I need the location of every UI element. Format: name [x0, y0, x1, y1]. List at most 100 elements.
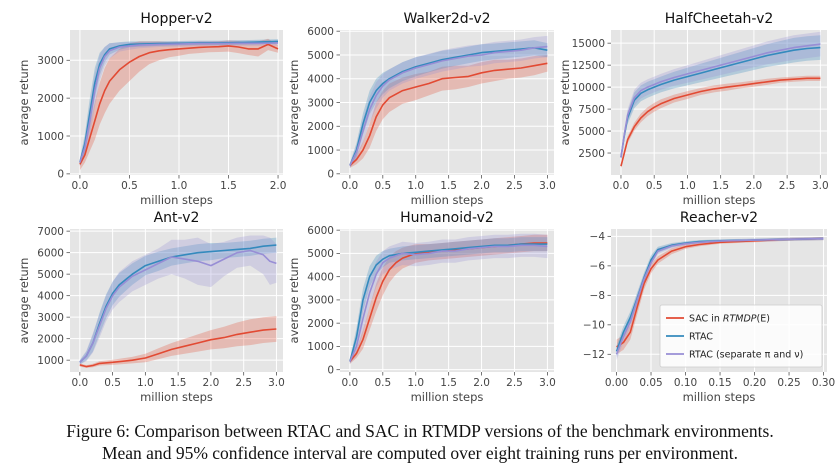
- chart-walker2d-v2-x-tick-label: 2.5: [506, 180, 523, 192]
- chart-ant-v2-y-tick-label: 3000: [37, 312, 64, 324]
- chart-reacher-v2-y-tick-label: −12: [583, 349, 605, 361]
- chart-ant-v2-y-tick-label: 4000: [37, 290, 64, 302]
- chart-halfcheetah-v2-plot-area: [611, 30, 827, 175]
- chart-hopper-v2-y-tick-label: 1000: [37, 131, 64, 143]
- chart-humanoid-v2-sac-confidence-band: [349, 234, 548, 364]
- chart-reacher-v2-x-tick-label: 0.30: [812, 377, 835, 389]
- legend-label-rtac_sep: RTAC (separate π and ν): [689, 350, 803, 361]
- chart-hopper-v2-sac-confidence-band: [79, 38, 279, 171]
- chart-humanoid-v2-x-tick-label: 1.0: [407, 377, 424, 389]
- chart-humanoid-v2-x-tick-label: 2.5: [506, 377, 523, 389]
- chart-ant-v2-y-tick-label: 5000: [37, 269, 64, 281]
- chart-halfcheetah-v2-x-tick-label: 0.0: [613, 180, 630, 192]
- chart-walker2d-v2-x-tick-label: 1.0: [407, 180, 424, 192]
- chart-walker2d-v2-x-axis-label: million steps: [411, 193, 484, 207]
- chart-humanoid-v2-y-axis-label: average return: [287, 258, 301, 344]
- chart-walker2d-v2-x-tick-label: 3.0: [539, 180, 556, 192]
- legend-box: [659, 304, 823, 368]
- chart-halfcheetah-v2-title: HalfCheetah-v2: [665, 11, 774, 27]
- chart-ant-v2-y-tick-label: 7000: [37, 226, 64, 238]
- chart-ant-v2-x-tick-label: 2.0: [203, 377, 220, 389]
- chart-humanoid-v2-y-tick-label: 2000: [307, 318, 334, 330]
- chart-halfcheetah-v2-y-tick-label: 7500: [578, 104, 605, 116]
- chart-humanoid-v2-rtac-line: [349, 243, 548, 362]
- chart-halfcheetah-v2-x-tick-label: 2.5: [779, 180, 796, 192]
- chart-hopper-v2-x-axis-label: million steps: [140, 193, 213, 207]
- chart-halfcheetah-v2-x-tick-label: 0.5: [646, 180, 663, 192]
- figure-caption-line-2: Mean and 95% confidence interval are com…: [101, 443, 739, 463]
- chart-ant-v2-y-tick-label: 6000: [37, 247, 64, 259]
- chart-humanoid-v2-y-tick-label: 1000: [307, 341, 334, 353]
- chart-halfcheetah-v2-y-tick-label: 15000: [572, 38, 605, 50]
- chart-humanoid-v2-title: Humanoid-v2: [400, 210, 494, 226]
- chart-hopper-v2-y-tick-label: 2000: [37, 93, 64, 105]
- chart-walker2d-v2-x-tick-label: 0.0: [342, 180, 359, 192]
- chart-humanoid-v2-y-tick-label: 4000: [307, 271, 334, 283]
- chart-ant-v2-title: Ant-v2: [154, 210, 200, 226]
- chart-reacher-v2-legend: SAC in RTMDP(E) RTAC RTAC (separate π and …: [659, 304, 823, 368]
- chart-ant-v2-x-axis-label: million steps: [140, 390, 213, 404]
- chart-ant-v2-sac-line: [79, 328, 277, 368]
- chart-halfcheetah-v2-y-tick-label: 5000: [578, 126, 605, 138]
- chart-hopper-v2-y-tick-label: 0: [57, 169, 64, 181]
- chart-reacher-v2-rtac_sep-line: [615, 237, 824, 355]
- chart-walker2d-v2-y-tick-label: 5000: [307, 50, 334, 62]
- chart-walker2d-v2-rtac-line: [349, 47, 548, 166]
- chart-reacher-v2-y-tick-label: −8: [590, 290, 605, 302]
- chart-reacher-v2-x-tick-label: 0.05: [639, 377, 662, 389]
- chart-reacher-v2-x-axis-label: million steps: [683, 390, 756, 404]
- chart-walker2d-v2-rtac-confidence-band: [349, 40, 548, 168]
- chart-hopper-v2-title: Hopper-v2: [140, 11, 212, 27]
- chart-walker2d-v2-rtac_sep-line: [349, 45, 548, 166]
- chart-humanoid-v2-y-tick-label: 3000: [307, 295, 334, 307]
- chart-walker2d-v2-x-tick-label: 1.5: [440, 180, 457, 192]
- chart-halfcheetah-v2-y-tick-label: 12500: [572, 60, 605, 72]
- chart-ant-v2-rtac_sep-confidence-band: [79, 235, 277, 365]
- chart-halfcheetah-v2-y-axis-label: average return: [558, 60, 572, 146]
- chart-halfcheetah-v2-x-tick-label: 1.5: [712, 180, 729, 192]
- chart-reacher-v2-x-tick-label: 0.10: [674, 377, 697, 389]
- chart-hopper-v2-y-tick-label: 3000: [37, 55, 64, 67]
- chart-reacher-v2-x-tick-label: 0.25: [777, 377, 800, 389]
- chart-humanoid-v2-rtac_sep-line: [349, 244, 548, 362]
- chart-humanoid-v2-x-tick-label: 2.0: [473, 377, 490, 389]
- chart-ant-v2-x-tick-label: 2.5: [235, 377, 252, 389]
- chart-hopper-v2-x-tick-label: 1.0: [171, 180, 188, 192]
- chart-hopper-v2: 0.0 0.5 1.0 1.5 2.0 0 1000 2000 3000 Hopper-v2 mil…: [17, 11, 286, 207]
- chart-halfcheetah-v2: 0.0 0.5 1.0 1.5 2.0 2.5 3.0 2500 5000 7500 10000 12…: [558, 11, 829, 207]
- chart-halfcheetah-v2-rtac-line: [620, 46, 821, 158]
- chart-humanoid-v2-x-tick-label: 0.5: [374, 377, 391, 389]
- chart-walker2d-v2-y-tick-label: 2000: [307, 121, 334, 133]
- chart-halfcheetah-v2-x-tick-label: 2.0: [746, 180, 763, 192]
- chart-halfcheetah-v2-sac-confidence-band: [621, 75, 821, 168]
- chart-walker2d-v2-y-tick-label: 0: [327, 169, 334, 181]
- chart-walker2d-v2-sac-confidence-band: [349, 55, 548, 168]
- chart-reacher-v2-x-tick-label: 0.20: [743, 377, 766, 389]
- chart-reacher-v2-title: Reacher-v2: [680, 210, 758, 226]
- chart-walker2d-v2-title: Walker2d-v2: [403, 11, 490, 27]
- chart-ant-v2-y-tick-label: 1000: [37, 355, 64, 367]
- chart-humanoid-v2-x-tick-label: 3.0: [539, 377, 556, 389]
- chart-humanoid-v2-y-tick-label: 6000: [307, 225, 334, 237]
- chart-humanoid-v2-rtac_sep-confidence-band: [349, 233, 548, 364]
- chart-walker2d-v2-x-tick-label: 0.5: [374, 180, 391, 192]
- chart-hopper-v2-x-tick-label: 2.0: [270, 180, 287, 192]
- chart-halfcheetah-v2-y-tick-label: 10000: [572, 82, 605, 94]
- chart-hopper-v2-y-axis-label: average return: [17, 60, 31, 146]
- chart-ant-v2: 0.0 0.5 1.0 1.5 2.0 2.5 3.0 1000 2000 3000 4000 500…: [17, 210, 285, 404]
- chart-halfcheetah-v2-rtac_sep-line: [620, 43, 821, 158]
- chart-walker2d-v2: 0.0 0.5 1.0 1.5 2.0 2.5 3.0 0 1000 2000 3000 4000 50…: [287, 11, 556, 207]
- chart-hopper-v2-x-tick-label: 0.5: [121, 180, 138, 192]
- chart-reacher-v2-y-tick-label: −6: [590, 261, 606, 273]
- chart-ant-v2-x-tick-label: 1.0: [137, 377, 154, 389]
- chart-halfcheetah-v2-y-tick-label: 2500: [578, 148, 605, 160]
- chart-halfcheetah-v2-x-tick-label: 3.0: [812, 180, 829, 192]
- chart-humanoid-v2-y-tick-label: 0: [327, 364, 334, 376]
- chart-ant-v2-rtac-confidence-band: [79, 237, 277, 365]
- chart-walker2d-v2-sac-line: [349, 62, 548, 167]
- chart-halfcheetah-v2-x-tick-label: 1.0: [679, 180, 696, 192]
- figure-caption-line-1: Figure 6: Comparison between RTAC and SA…: [66, 421, 774, 441]
- chart-ant-v2-sac-confidence-band: [79, 316, 277, 368]
- chart-humanoid-v2-x-tick-label: 1.5: [440, 377, 457, 389]
- chart-humanoid-v2-y-tick-label: 5000: [307, 248, 334, 260]
